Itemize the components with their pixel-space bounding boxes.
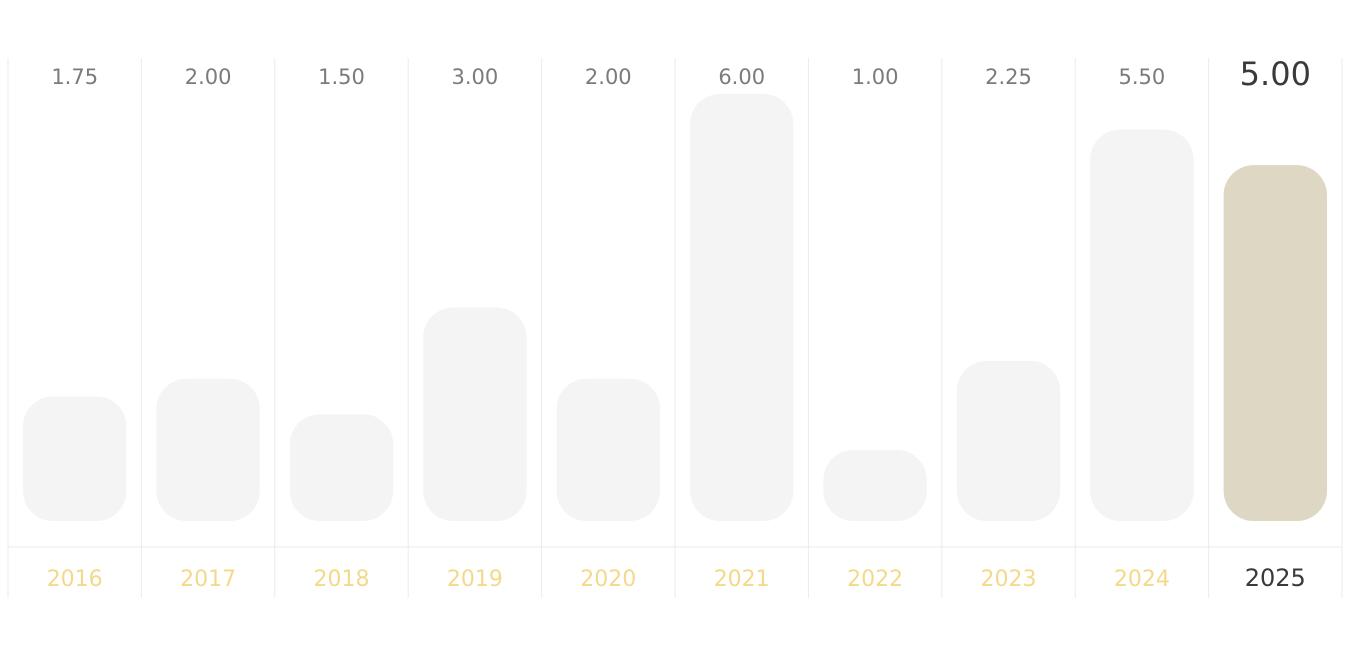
value-label-2024: 5.50 [1119, 65, 1166, 89]
bar-2021 [690, 94, 794, 521]
bar-2020 [556, 378, 660, 521]
value-label-2018: 1.50 [318, 65, 365, 89]
bar-2023 [956, 360, 1061, 521]
value-label-2017: 2.00 [185, 65, 232, 89]
value-label-2022: 1.00 [852, 65, 899, 89]
category-label-2019: 2019 [447, 567, 503, 592]
category-label-2016: 2016 [47, 567, 103, 592]
category-label-2018: 2018 [314, 567, 370, 592]
category-label-2020: 2020 [580, 567, 636, 592]
category-label-2021: 2021 [714, 567, 770, 592]
category-label-2025: 2025 [1245, 564, 1306, 592]
value-label-2021: 6.00 [718, 65, 765, 89]
value-label-2020: 2.00 [585, 65, 632, 89]
value-label-2019: 3.00 [452, 65, 499, 89]
value-label-2016: 1.75 [51, 65, 98, 89]
category-label-2023: 2023 [981, 567, 1037, 592]
value-label-2025: 5.00 [1240, 55, 1311, 93]
bar-2022 [823, 449, 927, 521]
bar-2017 [156, 378, 260, 521]
category-label-2022: 2022 [847, 567, 903, 592]
category-label-2024: 2024 [1114, 567, 1170, 592]
bar-2016 [23, 396, 127, 521]
bar-2018 [289, 414, 394, 521]
bar-2025 [1223, 165, 1327, 521]
value-label-2023: 2.25 [985, 65, 1032, 89]
category-label-2017: 2017 [180, 567, 236, 592]
bar-2019 [423, 307, 527, 521]
bar-2024 [1090, 129, 1194, 522]
